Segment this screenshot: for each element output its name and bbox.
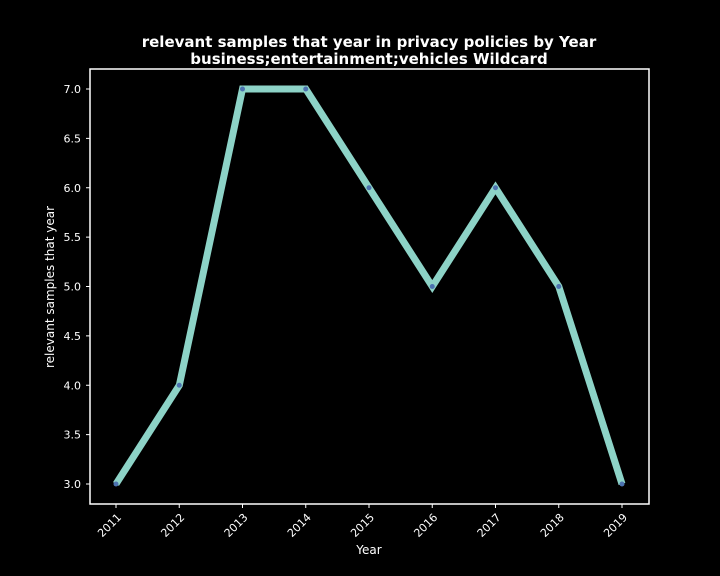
- y-axis-ticks: 3.0 3.5 4.0 4.5 5.0 5.5 6.0 6.5 7.0: [64, 83, 90, 491]
- x-axis-label: Year: [355, 543, 381, 557]
- data-point: [366, 185, 372, 191]
- data-point: [240, 86, 245, 92]
- y-tick-label: 6.5: [64, 132, 82, 145]
- y-tick-label: 3.5: [64, 429, 82, 442]
- y-tick-label: 5.0: [64, 281, 82, 294]
- data-point: [113, 481, 119, 487]
- y-tick-label: 6.0: [64, 182, 82, 195]
- y-axis-label: relevant samples that year: [43, 206, 57, 368]
- y-tick-label: 5.5: [64, 231, 82, 244]
- data-point: [619, 481, 625, 487]
- data-point: [429, 284, 435, 289]
- chart-subtitle: business;entertainment;vehicles Wildcard: [190, 50, 547, 68]
- data-point: [556, 284, 562, 289]
- y-tick-label: 3.0: [64, 478, 82, 491]
- data-point: [303, 86, 309, 92]
- plot-frame: [89, 68, 650, 505]
- series-markers: [113, 86, 625, 487]
- y-tick-label: 7.0: [64, 83, 82, 96]
- data-point: [493, 185, 498, 191]
- y-tick-label: 4.0: [64, 379, 82, 392]
- y-tick-label: 4.5: [64, 330, 82, 343]
- chart-title: relevant samples that year in privacy po…: [142, 33, 597, 51]
- data-point: [176, 382, 182, 388]
